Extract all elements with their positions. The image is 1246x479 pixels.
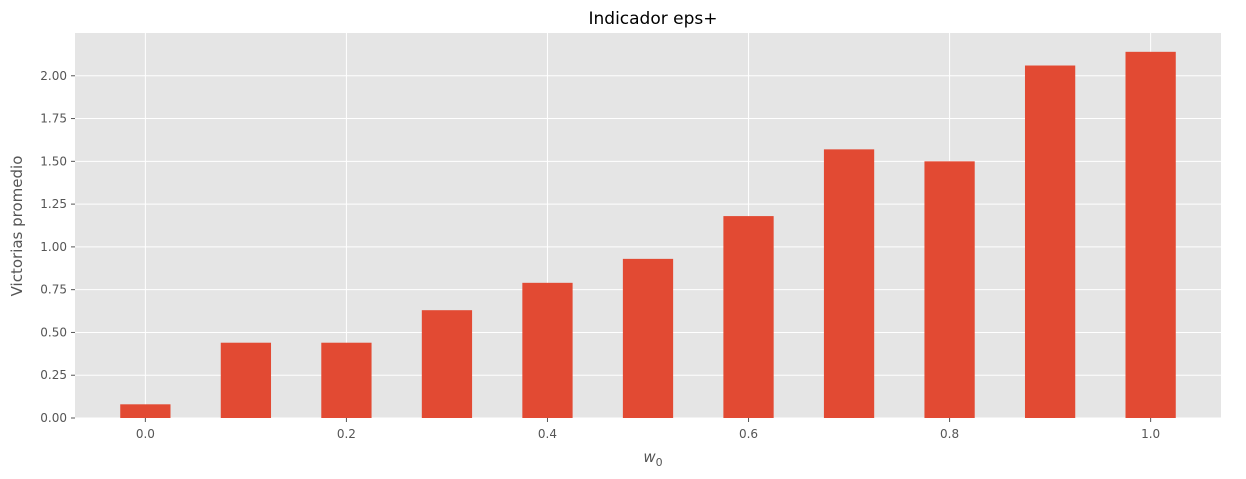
bar: [120, 404, 171, 418]
x-axis-label-main: w: [643, 448, 656, 466]
bar: [321, 342, 372, 418]
bar: [622, 258, 674, 418]
y-tick-label: 0.50: [40, 325, 67, 339]
bar: [823, 149, 875, 418]
bar: [1024, 65, 1076, 418]
x-tick-label: 0.2: [337, 427, 356, 441]
y-axis-ticks: 0.00 0.25 0.50 0.75 1.00 1.25 1.50 1.75 2.00: [40, 69, 75, 425]
bars: [120, 51, 1176, 419]
y-tick-label: 1.00: [40, 240, 67, 254]
y-tick-label: 0.25: [40, 368, 67, 382]
bar: [220, 342, 272, 418]
bar: [723, 216, 774, 418]
x-tick-label: 0.0: [136, 427, 155, 441]
x-tick-label: 1.0: [1141, 427, 1160, 441]
bar: [1125, 51, 1176, 418]
x-tick-label: 0.8: [940, 427, 959, 441]
chart-title: Indicador eps+: [588, 9, 717, 29]
y-tick-label: 1.50: [40, 154, 67, 168]
bar: [421, 310, 473, 418]
y-tick-label: 0.75: [40, 283, 67, 297]
y-tick-label: 1.25: [40, 197, 67, 211]
y-axis-label: Victorias promedio: [8, 156, 26, 297]
x-axis-ticks: 0.0 0.2 0.4 0.6 0.8 1.0: [136, 418, 1160, 441]
bar: [924, 161, 975, 419]
y-tick-label: 2.00: [40, 69, 67, 83]
bar: [522, 282, 573, 418]
x-axis-label-subscript: 0: [656, 456, 663, 469]
x-tick-label: 0.6: [739, 427, 758, 441]
x-tick-label: 0.4: [538, 427, 557, 441]
y-tick-label: 1.75: [40, 112, 67, 126]
x-axis-label: w0: [643, 448, 662, 469]
y-tick-label: 0.00: [40, 411, 67, 425]
